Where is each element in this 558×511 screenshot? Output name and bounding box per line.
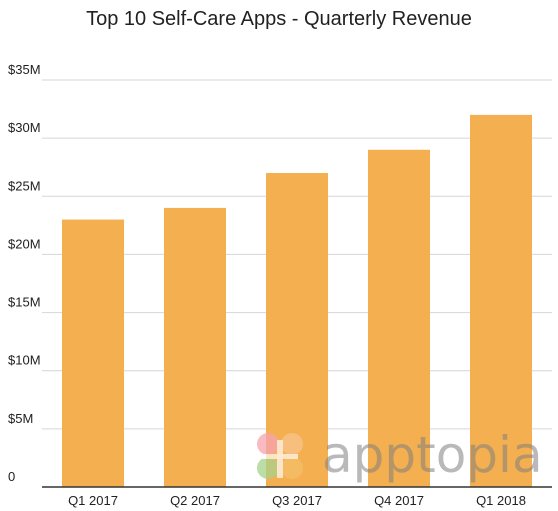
x-tick-label: Q4 2017	[374, 493, 424, 508]
y-tick-label: $5M	[8, 411, 33, 426]
apptopia-watermark: apptopia	[252, 426, 552, 486]
bar	[62, 219, 124, 488]
y-tick-label: $35M	[8, 62, 41, 77]
tick-labels: 0 $5M $10M $15M $20M $25M $30M $35M Q1 2017 Q2 20…	[8, 62, 526, 508]
bar	[470, 114, 532, 487]
bar	[368, 149, 430, 487]
x-tick-label: Q2 2017	[170, 493, 220, 508]
apptopia-wordmark: apptopia	[322, 426, 543, 484]
y-tick-label: 0	[8, 469, 15, 484]
y-tick-label: $25M	[8, 178, 41, 193]
y-tick-label: $20M	[8, 236, 41, 251]
y-tick-label: $15M	[8, 295, 41, 310]
x-tick-label: Q1 2018	[476, 493, 526, 508]
chart-title: Top 10 Self-Care Apps - Quarterly Revenu…	[86, 8, 472, 30]
bar	[164, 207, 226, 487]
y-tick-label: $30M	[8, 120, 41, 135]
x-tick-label: Q1 2017	[68, 493, 118, 508]
x-tick-label: Q3 2017	[272, 493, 322, 508]
bars	[62, 114, 532, 488]
apptopia-logo-icon	[257, 433, 303, 479]
y-tick-label: $10M	[8, 353, 41, 368]
